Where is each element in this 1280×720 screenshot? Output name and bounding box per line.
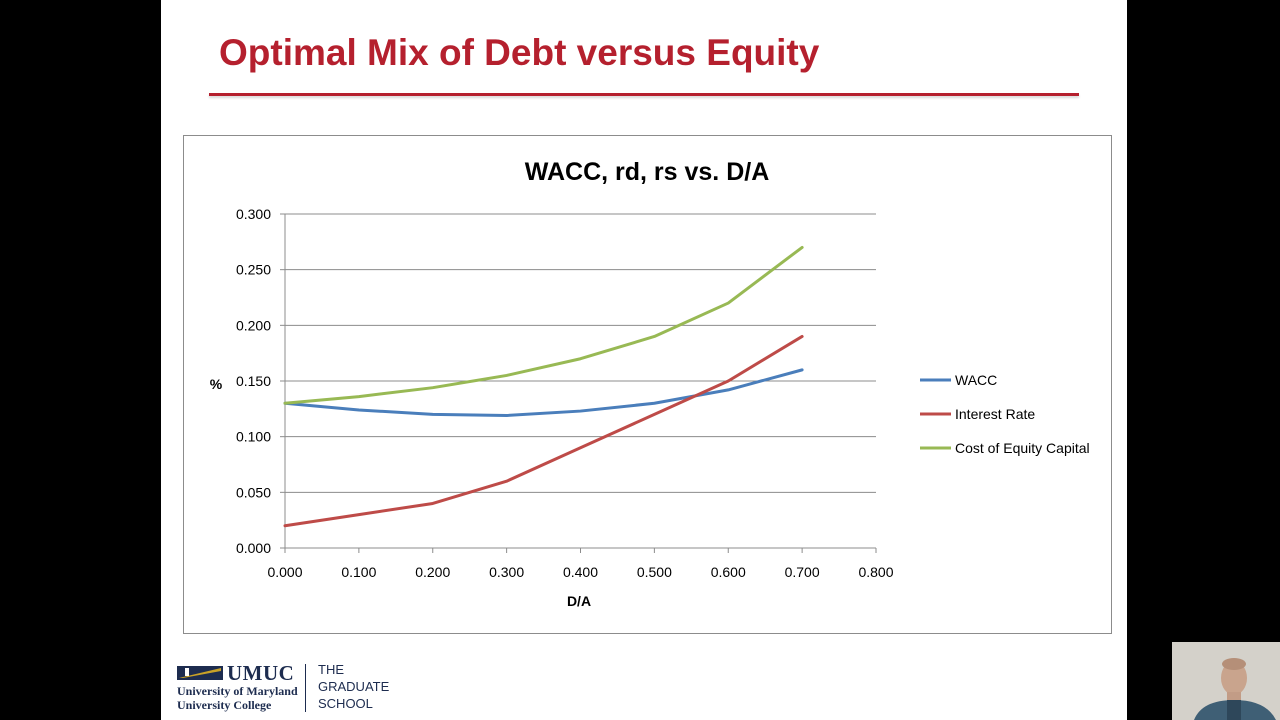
graduate-school-line-3: SCHOOL [318, 696, 373, 711]
chart-series [283, 245, 804, 528]
logo-wordmark: UMUC [227, 661, 295, 685]
chart-title: WACC, rd, rs vs. D/A [525, 158, 770, 186]
y-tick-label: 0.300 [236, 206, 271, 222]
y-tick-label: 0.000 [236, 540, 271, 556]
chart-frame: WACC, rd, rs vs. D/A 0.000 0.050 0.100 0.15… [183, 135, 1112, 634]
logo-divider [305, 664, 306, 712]
y-tick-label: 0.100 [236, 429, 271, 445]
x-tick-label: 0.400 [563, 564, 598, 580]
graduate-school-line-1: THE [318, 662, 344, 677]
chart-gridlines [285, 213, 876, 549]
chart-axes: 0.000 0.050 0.100 0.150 0.200 0.250 0.300 0.000… [236, 206, 894, 580]
chart: WACC, rd, rs vs. D/A 0.000 0.050 0.100 0.15… [210, 158, 1090, 609]
graduate-school-line-2: GRADUATE [318, 679, 390, 694]
university-logo: UMUC University of Maryland University C… [177, 661, 417, 716]
x-tick-label: 0.000 [267, 564, 302, 580]
umuc-mark-icon [177, 666, 223, 680]
y-tick-label: 0.200 [236, 317, 271, 333]
legend-label: Interest Rate [955, 406, 1035, 422]
title-divider [209, 93, 1079, 96]
x-tick-label: 0.800 [858, 564, 893, 580]
series-line-interest-rate [283, 334, 804, 528]
logo-subtitle-2: University College [177, 698, 272, 712]
y-tick-label: 0.150 [236, 373, 271, 389]
x-tick-label: 0.300 [489, 564, 524, 580]
chart-legend: WACC Interest Rate Cost of Equity Capital [920, 372, 1090, 456]
x-tick-label: 0.100 [341, 564, 376, 580]
logo-subtitle-1: University of Maryland [177, 684, 298, 698]
slide: Optimal Mix of Debt versus Equity WACC, … [161, 0, 1127, 720]
x-axis-label: D/A [567, 593, 591, 609]
x-tick-label: 0.600 [711, 564, 746, 580]
x-tick-label: 0.500 [637, 564, 672, 580]
y-tick-label: 0.250 [236, 262, 271, 278]
x-tick-label: 0.200 [415, 564, 450, 580]
series-line-wacc [283, 368, 804, 418]
legend-label: WACC [955, 372, 997, 388]
presenter-webcam [1172, 642, 1280, 720]
slide-title: Optimal Mix of Debt versus Equity [219, 32, 820, 73]
y-tick-label: 0.050 [236, 484, 271, 500]
series-line-cost-of-equity-capital [283, 245, 804, 405]
y-axis-label: % [210, 376, 223, 392]
x-tick-label: 0.700 [785, 564, 820, 580]
legend-label: Cost of Equity Capital [955, 440, 1090, 456]
